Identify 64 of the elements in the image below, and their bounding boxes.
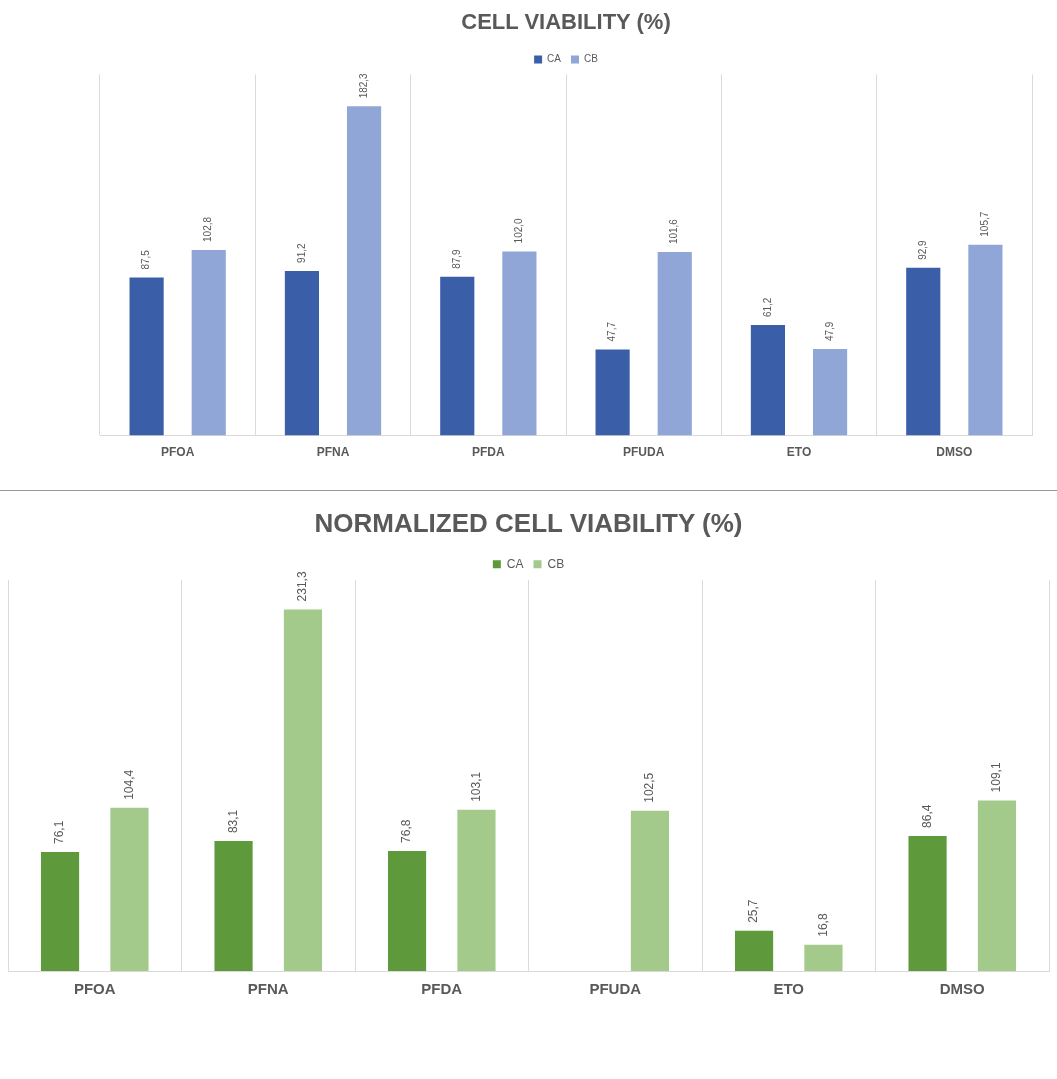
- data-label: 102,0: [513, 217, 525, 244]
- x-tick-label: PFDA: [421, 980, 463, 998]
- x-tick-label: DMSO: [936, 445, 973, 460]
- data-label: 16,8: [815, 913, 830, 937]
- bar: [502, 251, 537, 436]
- x-tick-label: PFOA: [160, 445, 195, 460]
- bar: [908, 835, 947, 971]
- data-label: 91,2: [295, 242, 307, 263]
- bar: [657, 252, 692, 436]
- data-label: 87,9: [451, 248, 463, 269]
- bar: [214, 841, 253, 971]
- x-tick-label: ETO: [773, 980, 805, 998]
- bar: [129, 277, 164, 436]
- bar: [906, 267, 941, 436]
- bar: [750, 325, 786, 436]
- bar: [457, 809, 496, 971]
- legend-label: CA: [547, 53, 562, 65]
- bar: [968, 244, 1003, 436]
- bar: [283, 609, 323, 971]
- data-label: 47,9: [823, 321, 835, 342]
- x-tick-label: PFUDA: [589, 980, 642, 998]
- x-tick-label: ETO: [786, 445, 812, 460]
- bar: [595, 349, 630, 436]
- legend-label: CA: [506, 556, 524, 571]
- chart-title: CELL VIABILITY (%): [461, 9, 671, 35]
- data-label: 102,8: [202, 216, 214, 242]
- x-tick-label: PFNA: [247, 980, 289, 998]
- data-label: 25,7: [746, 899, 761, 923]
- x-tick-label: PFNA: [316, 445, 350, 460]
- data-label: 104,4: [121, 769, 136, 800]
- chart-title: NORMALIZED CELL VIABILITY (%): [314, 507, 743, 538]
- data-label: 76,1: [52, 820, 67, 845]
- data-label: 182,3: [357, 72, 369, 99]
- bar: [630, 810, 670, 971]
- data-label: 101,6: [668, 218, 680, 245]
- data-label: 231,3: [295, 571, 310, 602]
- x-tick-label: PFUDA: [622, 445, 665, 460]
- data-label: 102,5: [642, 772, 657, 803]
- x-tick-label: PFDA: [472, 445, 505, 460]
- data-label: 86,4: [919, 804, 934, 828]
- data-label: 76,8: [399, 819, 414, 843]
- x-tick-label: DMSO: [939, 980, 986, 998]
- bar: [804, 944, 843, 971]
- legend-label: CB: [584, 53, 599, 65]
- data-label: 83,1: [225, 809, 240, 834]
- bar: [40, 852, 80, 971]
- data-label: 61,2: [761, 297, 773, 318]
- x-tick-label: PFOA: [73, 980, 116, 998]
- bar: [346, 106, 382, 436]
- bar: [191, 249, 226, 436]
- data-label: 87,5: [140, 249, 152, 270]
- bar: [440, 276, 475, 436]
- bar: [284, 270, 320, 436]
- legend-label: CB: [547, 556, 565, 571]
- data-label: 47,7: [606, 321, 618, 342]
- data-label: 109,1: [989, 762, 1004, 793]
- data-label: 92,9: [917, 239, 929, 260]
- bar: [977, 800, 1017, 971]
- data-label: 105,7: [979, 211, 991, 237]
- bar: [812, 349, 848, 436]
- data-label: 103,1: [468, 771, 483, 802]
- bar: [734, 930, 774, 971]
- bar: [387, 850, 427, 971]
- bar: [110, 807, 149, 971]
